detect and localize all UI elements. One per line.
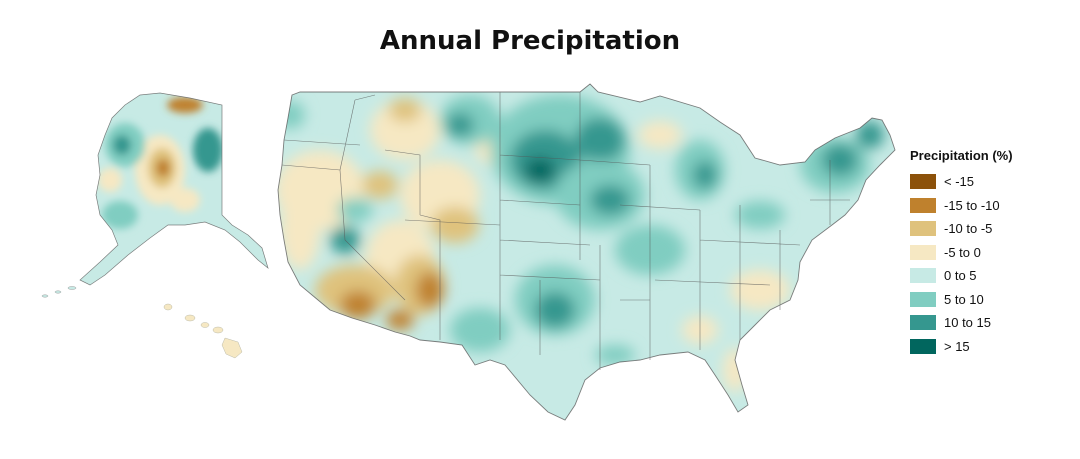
- legend-label: -5 to 0: [944, 244, 981, 260]
- aleutian-islands: [41, 286, 77, 298]
- legend-label: -15 to -10: [944, 197, 1000, 213]
- legend: Precipitation (%) < -15 -15 to -10 -10 to …: [910, 148, 1070, 358]
- legend-swatch: [910, 174, 936, 190]
- legend-item: 10 to 15: [910, 311, 1070, 335]
- legend-label: 5 to 10: [944, 291, 984, 307]
- state-borders: [277, 83, 896, 421]
- legend-item: 0 to 5: [910, 264, 1070, 288]
- alaska-outline: [79, 92, 269, 286]
- legend-items: < -15 -15 to -10 -10 to -5 -5 to 0 0 to 5 5 t…: [910, 170, 1070, 358]
- legend-item: < -15: [910, 170, 1070, 194]
- legend-swatch: [910, 315, 936, 331]
- hawaii: [163, 303, 243, 359]
- legend-item: 5 to 10: [910, 288, 1070, 312]
- legend-item: -10 to -5: [910, 217, 1070, 241]
- legend-label: 10 to 15: [944, 315, 991, 331]
- legend-title: Precipitation (%): [910, 148, 1013, 163]
- legend-swatch: [910, 338, 936, 354]
- legend-swatch: [910, 197, 936, 213]
- legend-swatch: [910, 221, 936, 237]
- legend-label: -10 to -5: [944, 221, 993, 237]
- contiguous-us: [278, 84, 895, 420]
- legend-swatch: [910, 291, 936, 307]
- legend-label: 0 to 5: [944, 268, 977, 284]
- map-title: Annual Precipitation: [379, 26, 681, 56]
- legend-label: > 15: [944, 338, 970, 354]
- legend-item: > 15: [910, 335, 1070, 359]
- legend-swatch: [910, 244, 936, 260]
- legend-swatch: [910, 268, 936, 284]
- legend-item: -15 to -10: [910, 194, 1070, 218]
- alaska: [80, 93, 268, 285]
- legend-item: -5 to 0: [910, 241, 1070, 265]
- legend-label: < -15: [944, 174, 974, 190]
